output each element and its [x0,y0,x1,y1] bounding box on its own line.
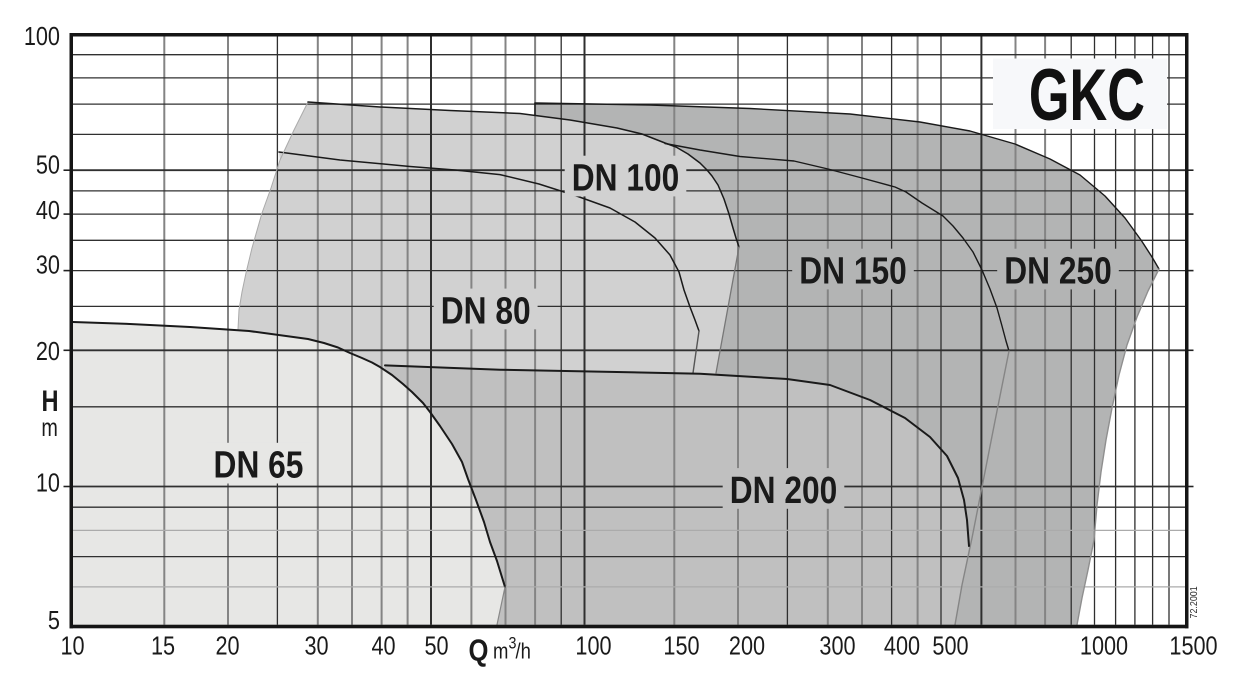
svg-text:1500: 1500 [1169,633,1217,661]
svg-text:DN 80: DN 80 [441,290,531,332]
svg-text:Q: Q [469,633,489,667]
svg-text:10: 10 [36,470,60,498]
svg-text:DN 250: DN 250 [1004,250,1112,292]
svg-text:200: 200 [729,633,765,661]
svg-text:30: 30 [304,633,328,661]
svg-text:GKC: GKC [1029,55,1145,136]
svg-text:m: m [41,413,57,442]
svg-text:3: 3 [509,634,517,652]
svg-text:1000: 1000 [1080,633,1128,661]
svg-text:10: 10 [60,633,84,661]
svg-text:20: 20 [36,339,60,367]
svg-text:DN 65: DN 65 [214,444,304,486]
svg-text:H: H [41,384,58,417]
svg-text:50: 50 [424,633,448,661]
svg-text:500: 500 [932,633,968,661]
svg-text:5: 5 [48,608,60,636]
svg-text:m: m [493,640,508,664]
svg-text:72.2001: 72.2001 [1188,586,1200,618]
svg-text:40: 40 [371,633,395,661]
svg-text:20: 20 [215,633,239,661]
svg-text:DN 100: DN 100 [572,157,680,199]
svg-text:/h: /h [516,640,531,664]
svg-text:15: 15 [151,633,175,661]
svg-text:300: 300 [819,633,855,661]
svg-text:DN 200: DN 200 [730,469,838,511]
svg-text:100: 100 [24,24,60,52]
svg-text:50: 50 [36,152,60,180]
svg-text:400: 400 [884,633,920,661]
svg-text:150: 150 [663,633,699,661]
svg-text:DN 150: DN 150 [799,250,907,292]
svg-text:100: 100 [575,633,611,661]
svg-text:30: 30 [36,252,60,280]
svg-text:40: 40 [36,198,60,226]
